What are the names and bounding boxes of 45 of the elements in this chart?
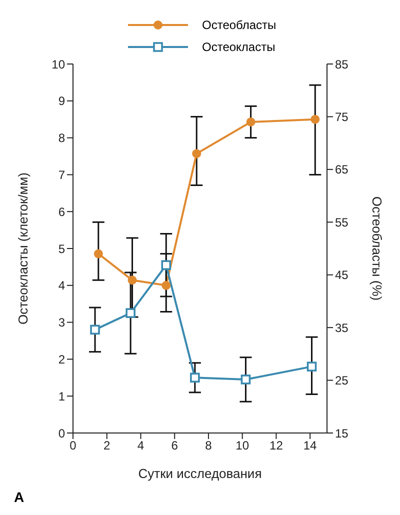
y2-tick-label: 75 [335,110,349,124]
point [94,249,103,258]
y-tick-label: 9 [58,94,66,108]
x-axis-title: Сутки исследования [138,466,262,481]
y2-tick-label: 15 [335,426,349,440]
x-tick-label: 14 [303,438,318,453]
y-axis-title: Остеокласты (клеток/мм) [16,172,31,325]
y2-tick-label: 65 [335,162,349,177]
point [161,260,172,270]
point [240,374,251,384]
y-tick-label: 7 [58,168,66,182]
x-tick-label: 8 [205,438,212,453]
point [126,308,136,318]
y2-axis-title: Остеобласты (%) [369,196,384,301]
text: A [14,489,24,505]
point [128,276,137,285]
point [190,372,200,383]
point [246,117,256,126]
x-tick-label: 10 [236,438,250,453]
point [310,114,320,124]
y2-tick-label: 85 [335,57,349,72]
point [90,324,100,335]
legend-label: Остеобласты [202,18,276,32]
y-tick-label: 3 [58,316,66,330]
y2-tick-label: 25 [335,374,349,388]
y-tick-label: 1 [58,389,66,404]
point [306,362,317,372]
legend-label: Остеокласты [202,40,276,54]
point [162,280,171,290]
y2-tick-label: 35 [335,320,349,335]
y-tick-label: 6 [58,204,66,219]
y-tick-label: 2 [58,352,66,366]
y-tick-label: 8 [58,131,66,146]
y-tick-label: 0 [58,426,66,440]
y-tick-label: 5 [58,242,66,256]
y2-tick-label: 45 [335,268,349,282]
y2-tick-label: 55 [335,215,349,230]
x-tick-label: 2 [104,438,111,453]
x-tick-label: 12 [270,438,284,453]
y-tick-label: 4 [58,278,66,293]
y-tick-label: 10 [52,57,66,72]
x-tick-label: 4 [137,438,144,453]
point [192,149,202,158]
x-tick-label: 0 [70,438,77,453]
x-tick-label: 6 [171,438,178,453]
